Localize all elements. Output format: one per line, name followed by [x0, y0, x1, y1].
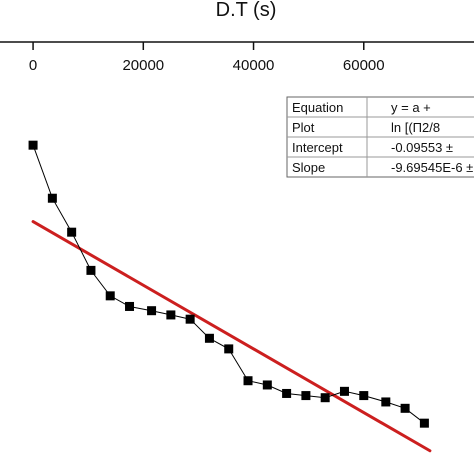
x-tick-label: 60000 — [343, 57, 385, 74]
data-point — [28, 140, 38, 150]
data-point — [243, 376, 253, 386]
data-point — [125, 301, 135, 311]
table-cell-label: Slope — [292, 160, 325, 175]
data-point — [301, 391, 311, 401]
data-point — [147, 306, 157, 316]
data-point — [224, 344, 234, 354]
data-point — [320, 393, 330, 403]
x-axis-ticks: 0 20000 40000 60000 — [29, 42, 385, 74]
data-point — [47, 193, 57, 203]
fit-results-table: Equation y = a + Plot ln [(Π2/8 Intercept -0.… — [286, 96, 474, 178]
table-cell-label: Plot — [292, 120, 315, 135]
data-point — [381, 397, 391, 407]
table-cell-value: -0.09553 ± — [391, 140, 453, 155]
data-point — [282, 388, 292, 398]
data-point — [86, 265, 96, 275]
data-point — [400, 403, 410, 413]
x-tick-label: 0 — [29, 57, 37, 74]
table-cell-value: -9.69545E-6 ± — [391, 160, 473, 175]
fit-line — [31, 220, 432, 453]
table-cell-value: ln [(Π2/8 — [391, 120, 440, 135]
table-cell-value: y = a + — [391, 100, 431, 115]
x-tick-label: 20000 — [122, 57, 164, 74]
data-point — [359, 391, 369, 401]
data-point — [185, 314, 195, 324]
table-cell-label: Equation — [292, 100, 343, 115]
data-point — [67, 227, 77, 237]
x-tick-label: 40000 — [233, 57, 275, 74]
data-point — [204, 333, 214, 343]
data-point — [105, 291, 115, 301]
data-points — [28, 140, 429, 428]
x-axis-title: D.T (s) — [216, 0, 277, 21]
data-point — [419, 418, 429, 428]
table-cell-label: Intercept — [292, 140, 343, 155]
linear-fit — [31, 220, 432, 453]
data-point — [339, 386, 349, 396]
data-point — [166, 310, 176, 320]
series-line — [32, 145, 425, 424]
data-point — [262, 380, 272, 390]
